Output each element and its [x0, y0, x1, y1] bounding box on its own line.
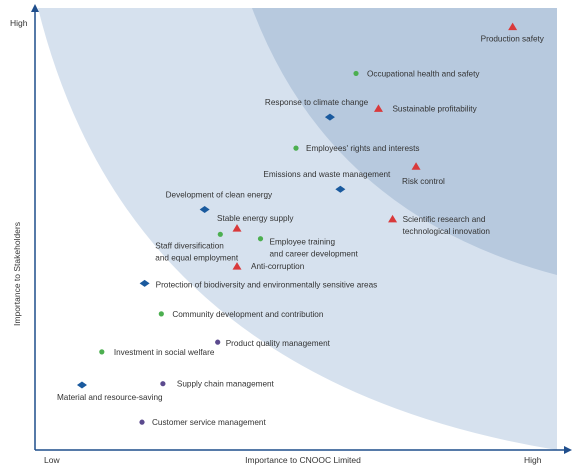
- axes: [31, 4, 572, 454]
- point-employee-training-and-career-development: [257, 236, 264, 242]
- tick-labels: High Low High: [10, 18, 542, 465]
- point-scientific-research-and-technological-innovation: [388, 214, 398, 223]
- point-stable-energy-supply: [232, 224, 242, 232]
- point-material-and-resource-saving: [76, 381, 87, 389]
- x-tick-label-low: Low: [44, 455, 60, 465]
- label-investment-in-social-welfare: Investment in social welfare: [114, 348, 215, 357]
- point-investment-in-social-welfare: [99, 349, 105, 355]
- point-development-of-clean-energy: [199, 206, 210, 214]
- point-protection-of-biodiversity-and-environmentally-sensitive-areas: [139, 279, 150, 287]
- point-community-development-and-contribution: [158, 311, 164, 317]
- y-tick-label-high: High: [10, 18, 28, 28]
- point-response-to-climate-change: [324, 113, 335, 121]
- label-sustainable-profitability: Sustainable profitability: [392, 104, 477, 113]
- high-priority-zone-inner: [252, 8, 557, 275]
- point-product-quality-management: [215, 339, 221, 345]
- label-risk-control: Risk control: [402, 177, 445, 186]
- point-sustainable-profitability: [373, 104, 383, 112]
- label-response-to-climate-change: Response to climate change: [265, 98, 369, 107]
- label-occupational-health-and-safety: Occupational health and safety: [367, 69, 480, 78]
- point-risk-control: [411, 162, 421, 170]
- point-customer-service-management: [139, 419, 145, 425]
- point-production-safety: [508, 22, 518, 31]
- x-axis-arrow-icon: [564, 446, 572, 454]
- point-occupational-health-and-safety: [353, 70, 359, 77]
- label-community-development-and-contribution: Community development and contribution: [172, 310, 324, 319]
- label-material-and-resource-saving: Material and resource-saving: [57, 393, 163, 402]
- y-axis-title: Importance to Stakeholders: [12, 222, 22, 326]
- data-points: Production safety Occupational health and…: [57, 22, 545, 427]
- point-emissions-and-waste-management: [335, 185, 346, 193]
- label-employee-training-and-career-development: Employee training and career development: [270, 238, 359, 259]
- point-anti-corruption: [232, 262, 242, 270]
- label-development-of-clean-energy: Development of clean energy: [166, 191, 273, 200]
- x-axis-title: Importance to CNOOC Limited: [245, 455, 361, 465]
- label-stable-energy-supply: Stable energy supply: [217, 214, 294, 223]
- point-supply-chain-management: [160, 381, 166, 387]
- label-protection-of-biodiversity-and-environmentally-sensitive-areas: Protection of biodiversity and environme…: [156, 280, 378, 289]
- label-supply-chain-management: Supply chain management: [177, 380, 275, 389]
- point-employees-rights-and-interests: [293, 145, 299, 151]
- plot-background: [38, 8, 557, 450]
- label-production-safety: Production safety: [481, 35, 545, 44]
- label-anti-corruption: Anti-corruption: [251, 262, 305, 271]
- x-tick-label-high: High: [524, 455, 542, 465]
- label-staff-diversification-and-equal-employment: Staff diversification and equal employmen…: [155, 241, 239, 262]
- label-employees-rights-and-interests: Employees' rights and interests: [306, 144, 420, 153]
- label-emissions-and-waste-management: Emissions and waste management: [263, 170, 391, 179]
- point-staff-diversification-and-equal-employment: [217, 231, 223, 237]
- label-product-quality-management: Product quality management: [226, 339, 331, 348]
- label-scientific-research-and-technological-innovation: Scientific research and technological inn…: [403, 215, 491, 236]
- y-axis-arrow-icon: [31, 4, 39, 12]
- label-customer-service-management: Customer service management: [152, 418, 266, 427]
